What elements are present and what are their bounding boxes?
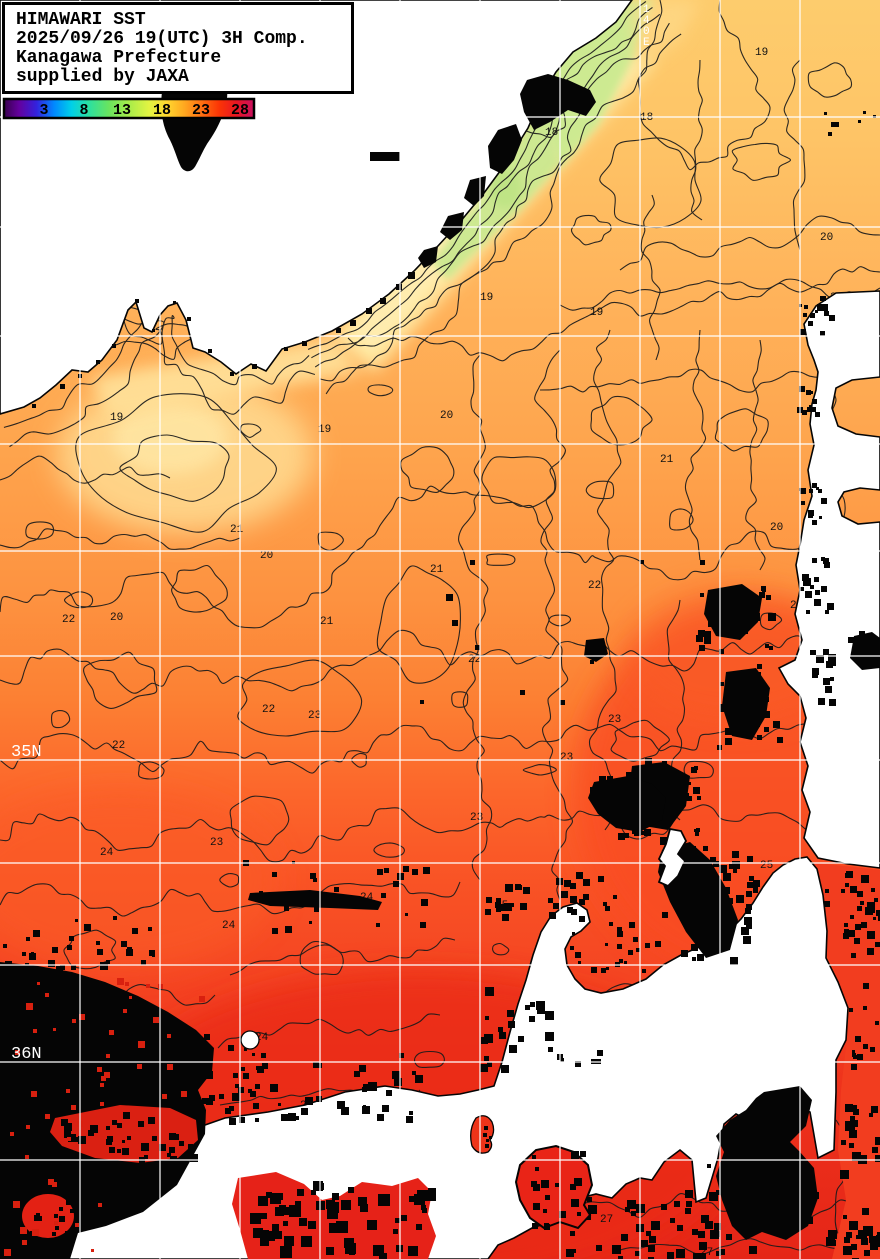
svg-text:28: 28 bbox=[231, 102, 249, 119]
svg-text:23: 23 bbox=[308, 710, 321, 722]
svg-text:36N: 36N bbox=[11, 1045, 42, 1064]
svg-text:18: 18 bbox=[545, 127, 558, 139]
svg-text:35N: 35N bbox=[11, 743, 42, 762]
svg-text:19: 19 bbox=[110, 412, 123, 424]
svg-text:23: 23 bbox=[560, 752, 573, 764]
svg-text:HIMAWARI SST: HIMAWARI SST bbox=[16, 10, 146, 30]
svg-text:21: 21 bbox=[660, 454, 674, 466]
svg-text:20: 20 bbox=[260, 550, 273, 562]
svg-text:0: 0 bbox=[643, 26, 650, 38]
svg-text:23: 23 bbox=[192, 102, 210, 119]
svg-text:25: 25 bbox=[760, 860, 773, 872]
svg-text:19: 19 bbox=[318, 424, 331, 436]
svg-text:23: 23 bbox=[210, 837, 223, 849]
svg-text:20: 20 bbox=[110, 612, 123, 624]
svg-text:24: 24 bbox=[100, 847, 114, 859]
svg-text:22: 22 bbox=[62, 614, 75, 626]
svg-text:13: 13 bbox=[113, 102, 131, 119]
svg-text:23: 23 bbox=[470, 812, 483, 824]
svg-text:27: 27 bbox=[600, 1214, 613, 1226]
svg-text:3: 3 bbox=[39, 102, 48, 119]
svg-text:18: 18 bbox=[640, 112, 653, 124]
svg-text:20: 20 bbox=[770, 522, 783, 534]
svg-text:20: 20 bbox=[820, 232, 833, 244]
svg-text:Kanagawa Prefecture: Kanagawa Prefecture bbox=[16, 48, 221, 68]
svg-text:18: 18 bbox=[153, 102, 171, 119]
svg-text:1: 1 bbox=[643, 4, 650, 16]
svg-text:22: 22 bbox=[468, 654, 481, 666]
svg-text:21: 21 bbox=[430, 564, 444, 576]
svg-text:22: 22 bbox=[588, 580, 601, 592]
svg-text:8: 8 bbox=[79, 102, 88, 119]
svg-text:21: 21 bbox=[230, 524, 244, 536]
svg-text:22: 22 bbox=[262, 704, 275, 716]
svg-text:E: E bbox=[643, 37, 650, 49]
svg-text:20: 20 bbox=[440, 410, 453, 422]
svg-text:23: 23 bbox=[608, 714, 621, 726]
svg-text:2025/09/26 19(UTC) 3H Comp.: 2025/09/26 19(UTC) 3H Comp. bbox=[16, 29, 308, 49]
svg-text:supplied by JAXA: supplied by JAXA bbox=[16, 67, 189, 87]
svg-text:21: 21 bbox=[320, 616, 334, 628]
svg-text:19: 19 bbox=[755, 47, 768, 59]
svg-text:4: 4 bbox=[643, 15, 650, 27]
svg-text:24: 24 bbox=[222, 920, 236, 932]
svg-text:19: 19 bbox=[590, 307, 603, 319]
svg-text:19: 19 bbox=[480, 292, 493, 304]
svg-text:22: 22 bbox=[112, 740, 125, 752]
